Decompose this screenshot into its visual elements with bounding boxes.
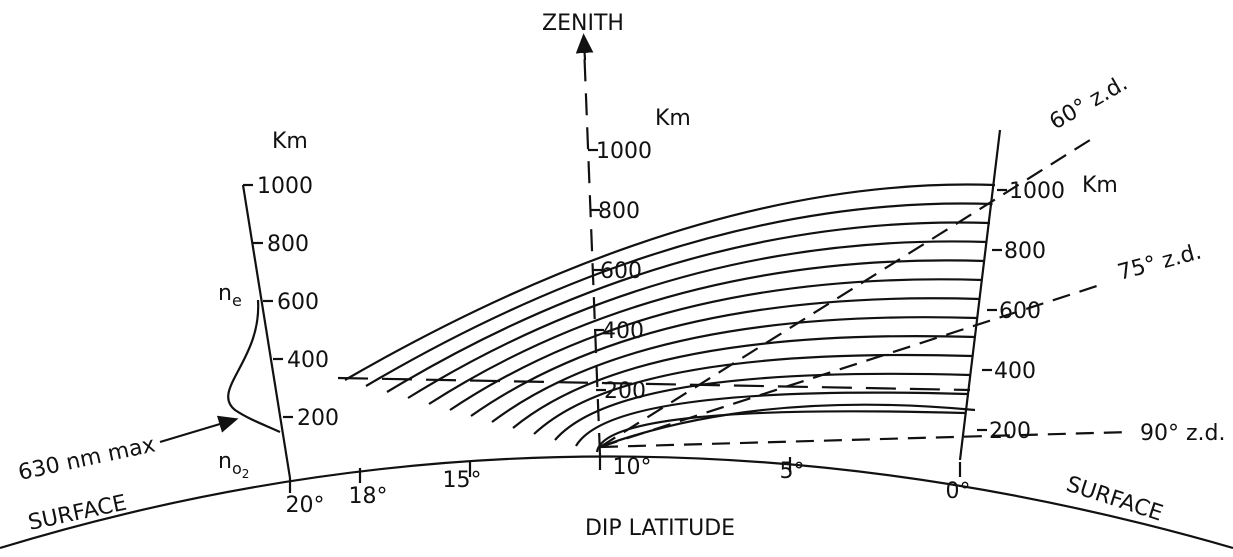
zenith-label: ZENITH <box>542 11 624 36</box>
tick-label: 400 <box>287 348 329 373</box>
lat-label: 15° <box>443 468 482 493</box>
field-line <box>512 335 976 429</box>
lat-label: 5° <box>780 459 805 484</box>
tick-label: 800 <box>267 232 309 257</box>
right-unit: Km <box>1082 173 1118 198</box>
tick-label: 200 <box>297 406 339 431</box>
no2-label: no2 <box>218 449 249 481</box>
zd-label: 60° z.d. <box>1046 71 1133 135</box>
zd90 <box>599 430 1131 449</box>
tick-label: 800 <box>1004 239 1046 264</box>
tick-label: 200 <box>604 379 646 404</box>
field-line <box>365 202 993 387</box>
tick-label: 1000 <box>596 139 652 164</box>
tick-label: 400 <box>602 319 644 344</box>
middle-unit: Km <box>655 106 691 131</box>
tick-label: 400 <box>994 359 1036 384</box>
zenith-arrow <box>575 33 594 61</box>
field-line <box>595 410 966 453</box>
left-axis <box>241 184 292 479</box>
field-line <box>407 240 988 399</box>
lat-label: 10° <box>613 455 652 480</box>
x-label: DIP LATITUDE <box>585 516 735 541</box>
field-line <box>449 278 983 411</box>
lat-label: 0° <box>946 479 971 504</box>
surface <box>0 455 1233 550</box>
field-line <box>428 259 986 405</box>
zd-label: 75° z.d. <box>1115 240 1204 286</box>
tick-label: 1000 <box>257 174 313 199</box>
surface-right: SURFACE <box>1063 472 1166 527</box>
ne-label: ne <box>218 281 242 310</box>
tick-label: 600 <box>600 259 642 284</box>
tick-label: 200 <box>989 419 1031 444</box>
max-arrow <box>159 415 239 444</box>
field-line <box>470 297 981 417</box>
zenith-axis <box>582 44 602 456</box>
field-line <box>604 403 976 447</box>
max-line <box>337 376 971 392</box>
left-unit: Km <box>272 129 308 154</box>
surface-left: SURFACE <box>26 491 129 536</box>
field-line <box>344 183 996 381</box>
field-line <box>554 372 971 441</box>
tick-label: 800 <box>598 199 640 224</box>
zd75 <box>599 283 1101 449</box>
zd60 <box>599 139 1091 448</box>
zd-label: 90° z.d. <box>1140 421 1226 446</box>
field-line <box>386 221 991 393</box>
field-line <box>575 391 968 447</box>
lat-label: 20° <box>286 493 325 518</box>
tick-label: 600 <box>277 290 319 315</box>
lat-label: 18° <box>349 484 388 509</box>
max-label: 630 nm max <box>16 432 157 485</box>
field-line <box>533 353 973 435</box>
tick-label: 1000 <box>1009 179 1065 204</box>
tick-label: 600 <box>999 299 1041 324</box>
field-line <box>491 316 978 423</box>
right-axis <box>958 129 1002 461</box>
ne-profile <box>227 299 281 433</box>
